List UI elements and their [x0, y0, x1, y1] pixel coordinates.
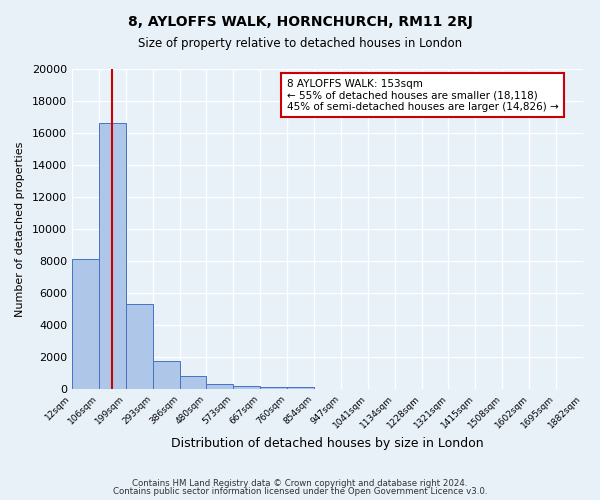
Bar	[260, 386, 287, 389]
Bar	[179, 376, 206, 389]
Bar	[126, 304, 152, 389]
Bar	[206, 384, 233, 389]
Text: 8, AYLOFFS WALK, HORNCHURCH, RM11 2RJ: 8, AYLOFFS WALK, HORNCHURCH, RM11 2RJ	[128, 15, 472, 29]
Bar	[233, 386, 260, 389]
Bar	[152, 361, 179, 389]
Bar	[72, 260, 99, 389]
Text: Contains HM Land Registry data © Crown copyright and database right 2024.: Contains HM Land Registry data © Crown c…	[132, 478, 468, 488]
Text: 8 AYLOFFS WALK: 153sqm
← 55% of detached houses are smaller (18,118)
45% of semi: 8 AYLOFFS WALK: 153sqm ← 55% of detached…	[287, 78, 559, 112]
Bar	[99, 124, 126, 389]
Text: Contains public sector information licensed under the Open Government Licence v3: Contains public sector information licen…	[113, 487, 487, 496]
Bar	[287, 388, 314, 389]
Text: Size of property relative to detached houses in London: Size of property relative to detached ho…	[138, 38, 462, 51]
Y-axis label: Number of detached properties: Number of detached properties	[15, 142, 25, 316]
X-axis label: Distribution of detached houses by size in London: Distribution of detached houses by size …	[171, 437, 484, 450]
